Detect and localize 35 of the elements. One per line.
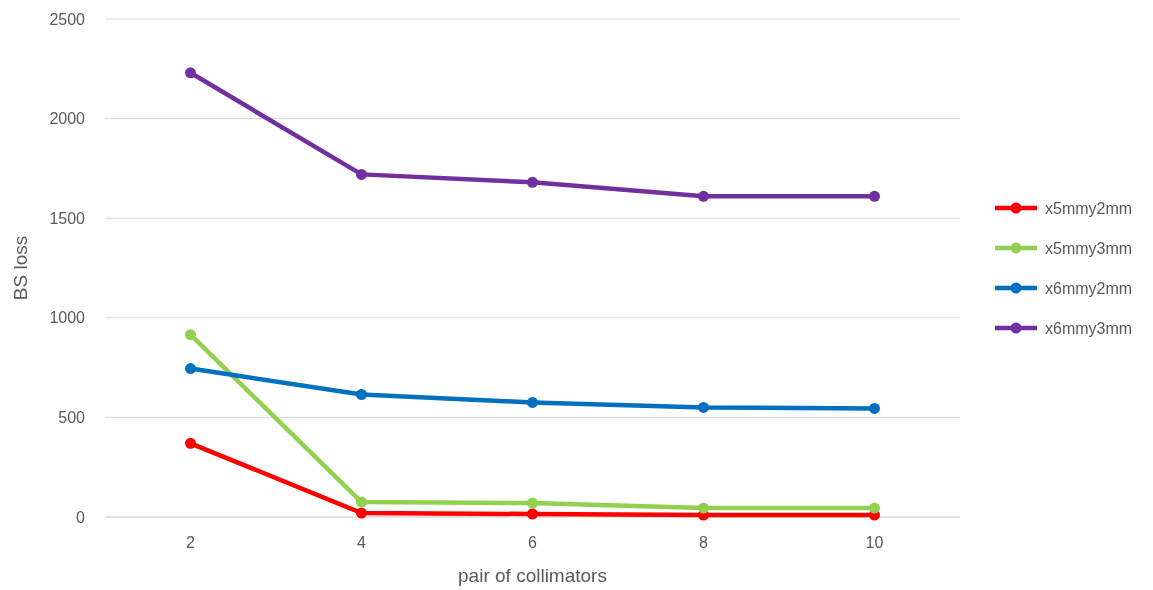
point — [527, 396, 538, 408]
legend-label: x5mmy2mm — [1045, 199, 1133, 217]
y-tick-label: 0 — [76, 508, 86, 526]
y-tick-label: 1500 — [49, 209, 86, 227]
point — [527, 497, 538, 509]
y-tick-label: 1000 — [49, 309, 86, 327]
point — [698, 502, 709, 514]
x-tick-label: 2 — [186, 534, 196, 551]
point — [185, 437, 196, 449]
point — [527, 508, 538, 520]
y-tick-label: 2000 — [49, 110, 86, 128]
point — [356, 507, 367, 519]
x-axis-title: pair of collimators — [458, 565, 607, 586]
legend-label: x6mmy2mm — [1045, 279, 1133, 297]
point — [356, 496, 367, 508]
point — [698, 401, 709, 413]
x-tick-label: 4 — [357, 534, 367, 551]
y-axis-title: BS loss — [10, 235, 31, 301]
x-tick-label: 8 — [699, 534, 709, 551]
point — [185, 363, 196, 375]
y-tick-label: 2500 — [49, 10, 86, 28]
x-tick-label: 10 — [865, 534, 884, 551]
y-tick-label: 500 — [58, 409, 86, 426]
point — [356, 388, 367, 400]
point — [869, 502, 880, 514]
point — [185, 67, 196, 79]
legend-label: x6mmy3mm — [1045, 319, 1133, 337]
legend-label: x5mmy3mm — [1045, 239, 1133, 257]
point — [869, 402, 880, 414]
point — [698, 190, 709, 202]
point — [185, 329, 196, 341]
x-tick-label: 6 — [528, 534, 538, 551]
point — [356, 168, 367, 180]
point — [527, 176, 538, 188]
point — [869, 190, 880, 202]
